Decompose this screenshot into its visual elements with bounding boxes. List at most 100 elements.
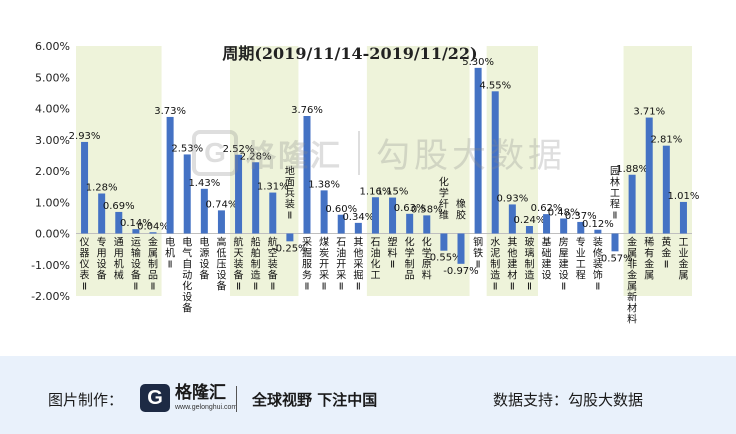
bar-14 (320, 190, 328, 234)
category-label-15: 石油开采 Ⅱ (336, 238, 346, 293)
bar-12 (286, 233, 294, 242)
bar-15 (337, 214, 345, 234)
category-label-24: 水泥制造 Ⅱ (490, 237, 500, 293)
value-label-20: 0.58% (411, 204, 443, 215)
value-label-14: 1.38% (308, 179, 340, 190)
category-label-12: 地面兵装 Ⅱ (285, 165, 295, 222)
footer-slogan: 全球视野 下注中国 (252, 391, 378, 409)
bar-chart: -2.00% -1.00% 0.00% 1.00% 2.00% 3.00% 4.00% 5.0… (31, 40, 700, 326)
value-label-32: 1.88% (616, 164, 648, 175)
y-tick-label-5: 3.00% (35, 134, 70, 147)
footer-logo-name: 格隆汇 (175, 383, 226, 403)
category-label-34: 黄金 Ⅱ (661, 236, 671, 271)
category-label-14: 煤炭开采 Ⅱ (319, 236, 329, 293)
category-label-5: 电机 Ⅱ (165, 236, 175, 271)
value-label-2: 0.69% (103, 201, 135, 212)
footer-support-text: 数据支持：勾股大数据 (493, 389, 643, 410)
group-band-8 (623, 46, 692, 296)
bar-29 (577, 221, 585, 234)
bar-5 (166, 116, 174, 234)
bar-22 (457, 233, 465, 264)
y-tick-label-1: -1.00% (31, 259, 70, 272)
value-label-12: -0.25% (272, 243, 307, 254)
value-label-29: 0.37% (565, 211, 597, 222)
category-label-4: 金属制品 Ⅱ (148, 236, 158, 293)
value-label-4: 0.04% (137, 221, 169, 232)
value-label-10: 2.28% (240, 151, 272, 162)
category-label-33: 稀有金属 (644, 236, 654, 282)
bar-21 (440, 233, 448, 251)
group-band-0 (76, 46, 162, 296)
value-label-8: 0.74% (206, 199, 238, 210)
bar-24 (491, 91, 499, 234)
category-label-10: 船舶制造 Ⅱ (251, 236, 261, 293)
chart-title: 周期(2019/11/14-2019/11/22) (222, 44, 478, 63)
category-label-20: 化学原料 (422, 236, 432, 282)
bar-16 (354, 222, 362, 234)
value-label-19: 0.63% (394, 203, 426, 214)
value-label-28: 0.48% (548, 208, 580, 219)
bar-8 (217, 210, 225, 234)
value-label-3: 0.14% (120, 218, 152, 229)
value-label-33: 3.71% (633, 107, 665, 118)
bar-17 (371, 197, 379, 234)
value-label-24: 4.55% (479, 80, 511, 91)
value-label-9: 2.52% (223, 144, 255, 155)
category-label-27: 基础建设 (542, 236, 552, 282)
bar-18 (389, 197, 397, 234)
bar-19 (406, 213, 414, 234)
category-label-9: 航天装备 Ⅱ (234, 236, 244, 293)
bar-11 (269, 192, 277, 234)
category-label-7: 电源设备 (199, 236, 209, 282)
footer-logo-domain: www.gelonghui.com (175, 404, 238, 411)
bar-23 (474, 67, 482, 234)
bar-31 (611, 233, 619, 252)
y-tick-label-2: 0.00% (35, 228, 70, 241)
chart-area: -2.00% -1.00% 0.00% 1.00% 2.00% 3.00% 4.00% 5.0… (0, 0, 736, 356)
value-label-6: 2.53% (171, 143, 203, 154)
y-tick-label-4: 2.00% (35, 165, 70, 178)
value-label-22: -0.97% (443, 266, 478, 277)
bar-25 (508, 204, 516, 234)
bar-10 (252, 162, 260, 234)
group-band-4 (366, 46, 470, 296)
category-label-30: 装修装饰 Ⅱ (593, 236, 603, 293)
footer-support-label: 数据支持： (493, 391, 569, 409)
bar-1 (98, 193, 106, 234)
footer-logo: G 格隆汇 www.gelonghui.com (140, 384, 237, 412)
category-label-22: 橡胶 (456, 198, 466, 222)
value-label-0: 2.93% (69, 131, 101, 142)
bar-32 (628, 174, 636, 234)
value-label-34: 2.81% (650, 135, 682, 146)
category-label-16: 其他采掘 Ⅱ (353, 237, 363, 293)
value-label-23: 5.30% (462, 57, 494, 68)
value-label-15: 0.60% (325, 204, 357, 215)
value-label-16: 0.34% (342, 212, 374, 223)
y-tick-label-8: 6.00% (35, 40, 70, 53)
category-label-26: 玻璃制造 Ⅱ (524, 236, 534, 293)
value-label-5: 3.73% (154, 106, 186, 117)
y-tick-label-0: -2.00% (31, 290, 70, 303)
bar-3 (132, 229, 140, 234)
value-label-35: 1.01% (668, 191, 700, 202)
bar-20 (423, 215, 431, 234)
category-label-0: 仪器仪表 Ⅱ (80, 237, 90, 293)
footer-divider (236, 386, 237, 412)
bar-33 (645, 117, 653, 234)
bar-0 (81, 141, 89, 234)
bar-30 (594, 229, 602, 234)
bar-27 (543, 214, 551, 234)
bar-7 (200, 188, 208, 234)
value-label-30: 0.12% (582, 219, 614, 230)
y-tick-label-7: 5.00% (35, 71, 70, 84)
category-label-25: 其他建材 Ⅱ (507, 237, 517, 293)
category-label-17: 石油化工 (370, 238, 380, 282)
bar-4 (149, 232, 157, 234)
category-label-13: 采掘服务 Ⅱ (302, 237, 312, 293)
bar-9 (235, 154, 243, 234)
bar-35 (679, 201, 687, 234)
category-label-28: 房屋建设 Ⅱ (559, 236, 569, 293)
footer-made-by-label: 图片制作： (48, 391, 124, 409)
category-label-8: 高低压设备 (216, 236, 226, 293)
category-label-29: 专业工程 (576, 236, 586, 282)
